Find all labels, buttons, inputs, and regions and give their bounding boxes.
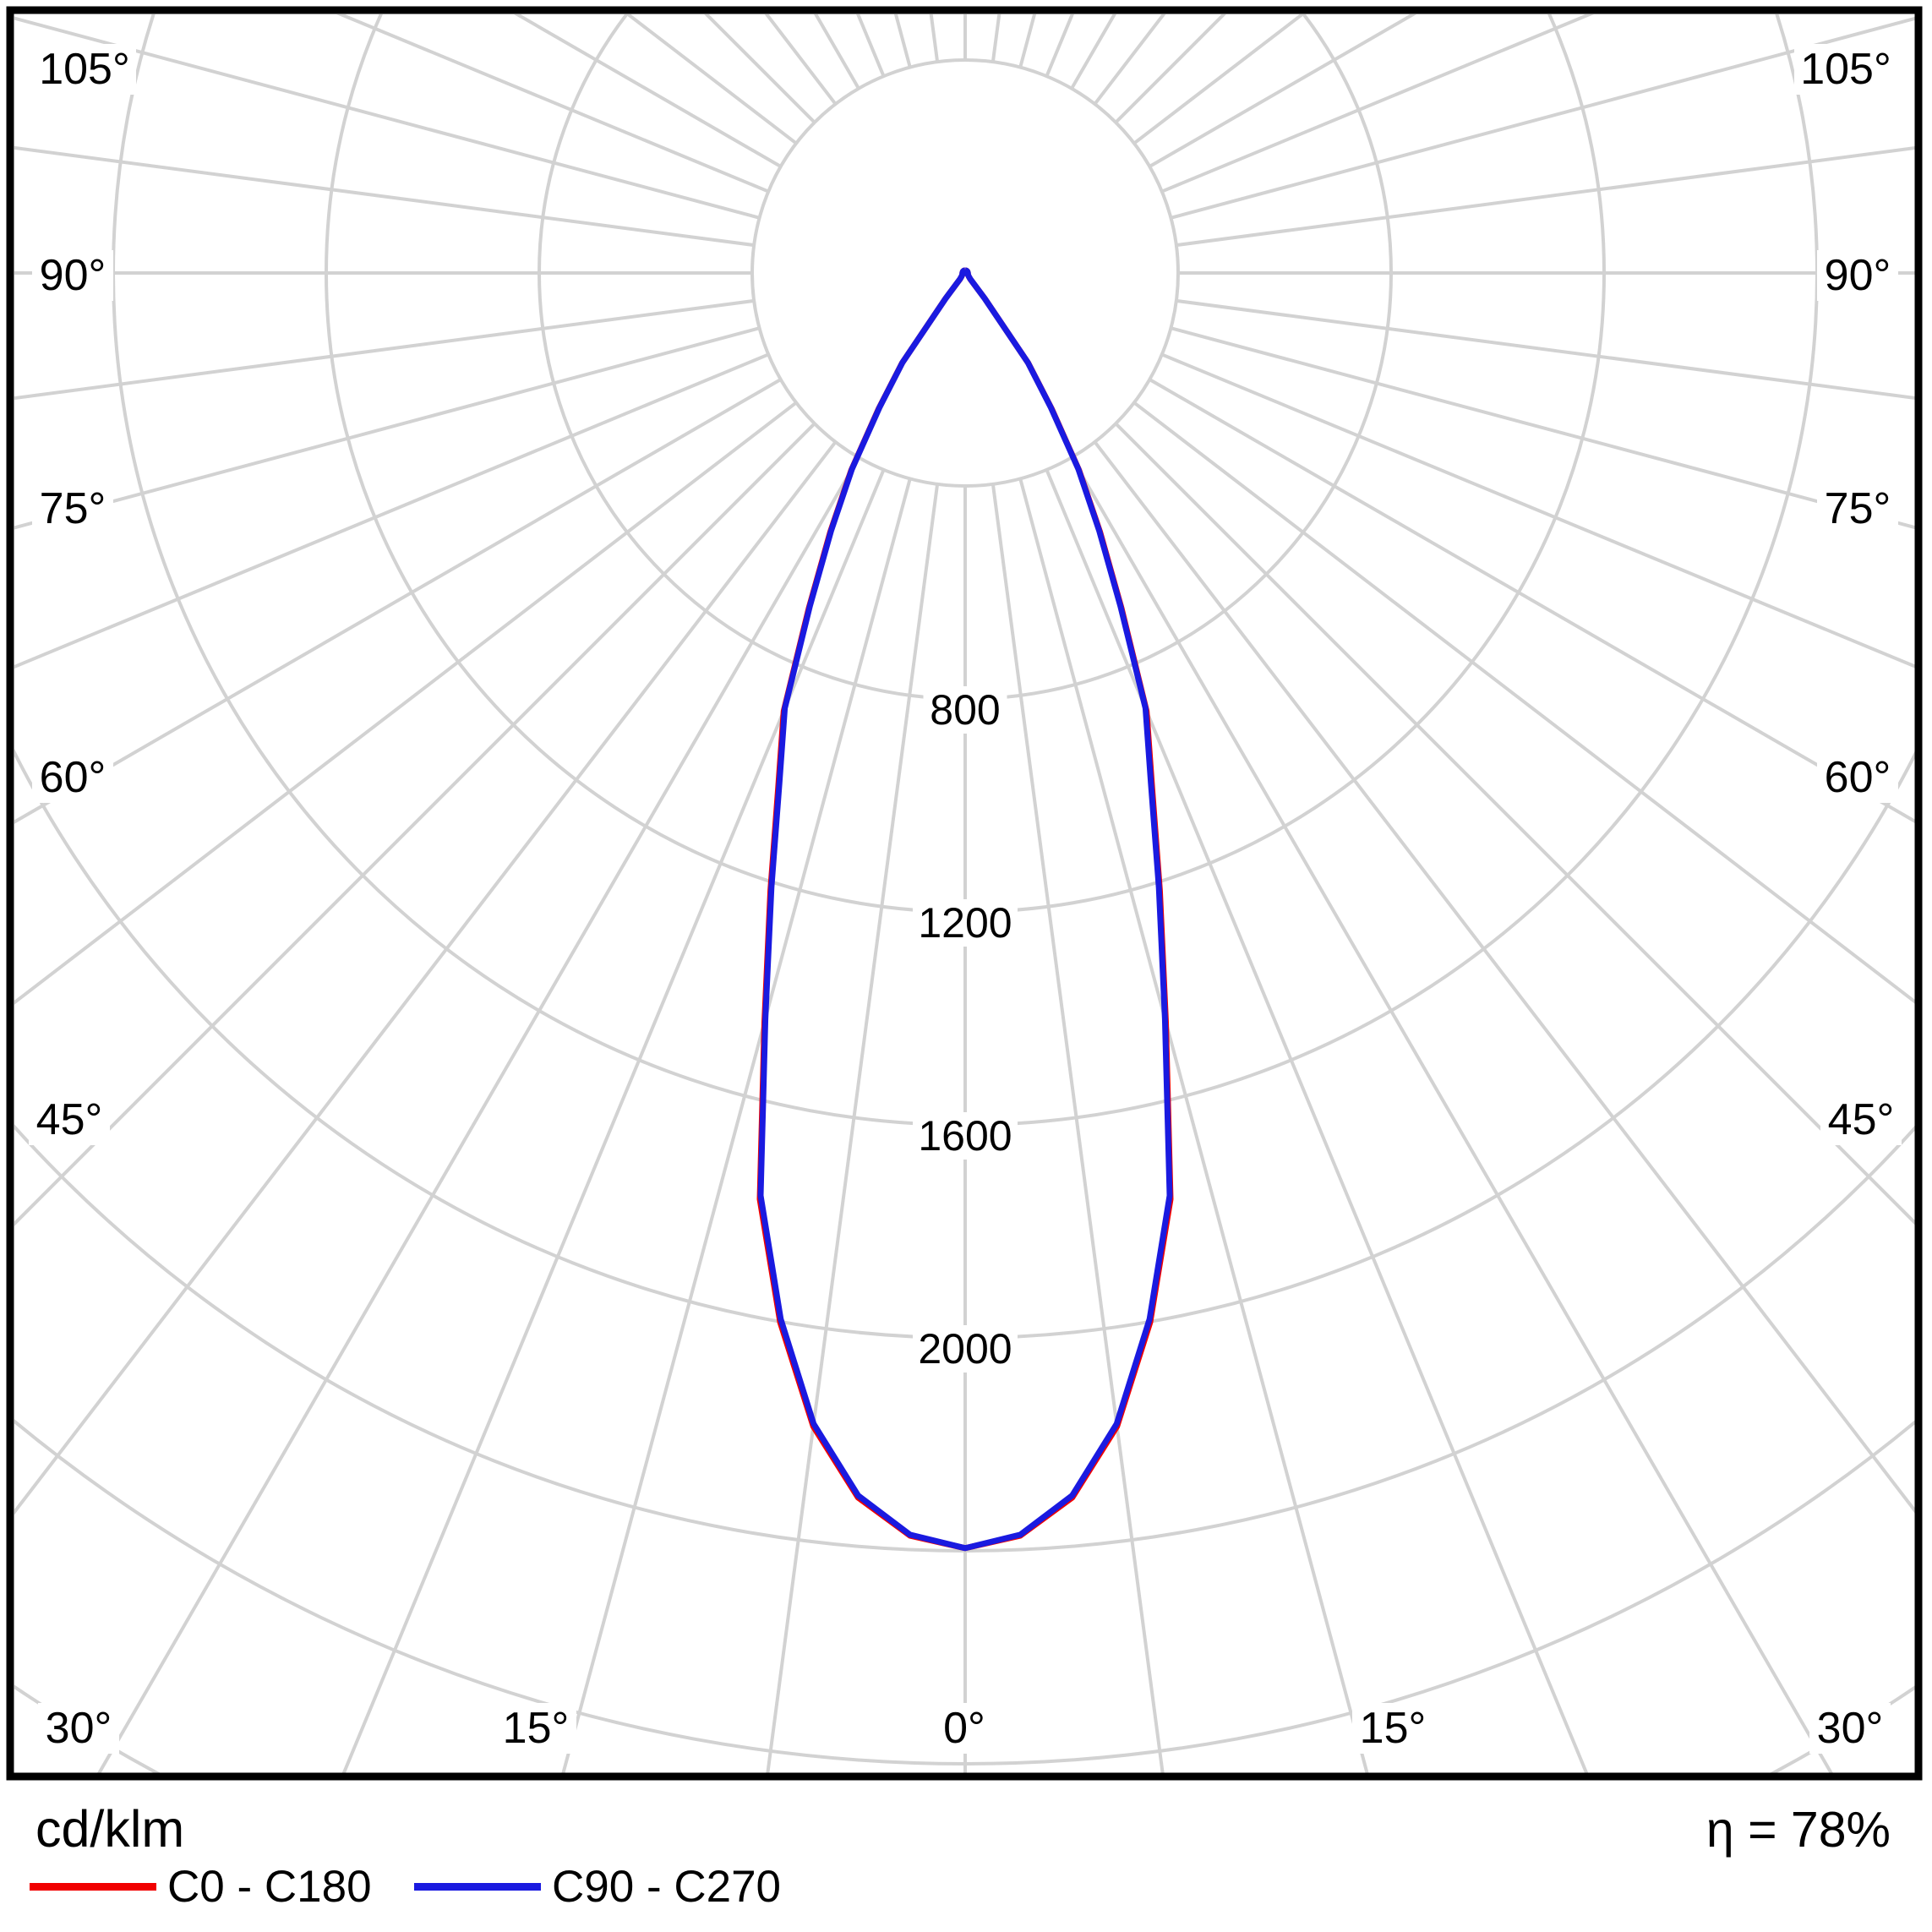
angle-ray	[96, 456, 860, 1773]
angle-label-bottom: 30°	[46, 1704, 112, 1753]
angle-label-right-bg	[1817, 752, 1898, 803]
radial-tick-label-bg	[913, 1325, 1018, 1373]
angle-label-left-bg	[32, 752, 113, 803]
legend-item-c90-c270: C90 - C270	[414, 1859, 781, 1913]
angle-ray	[1093, 440, 1915, 1514]
angle-ray	[513, 14, 782, 168]
angle-ray	[561, 478, 912, 1773]
radial-tick-label: 1200	[918, 899, 1012, 947]
angle-label-bottom-bg	[935, 1703, 994, 1754]
angle-label-left: 60°	[40, 753, 106, 802]
legend-label-c90-c270: C90 - C270	[552, 1861, 782, 1912]
angle-ray	[14, 401, 798, 1005]
angle-label-right: 45°	[1828, 1095, 1895, 1144]
angle-ray	[1070, 456, 1834, 1773]
angle-label-bottom-bg	[38, 1703, 119, 1754]
angle-ray	[1170, 16, 1915, 220]
angle-label-left-bg	[29, 1094, 110, 1145]
angle-label-bottom-bg	[495, 1703, 576, 1754]
angle-label-right-bg	[1817, 250, 1898, 301]
angle-label-bottom-bg	[1809, 1703, 1891, 1754]
radial-tick-label: 2000	[918, 1325, 1012, 1373]
angle-label-right: 60°	[1825, 753, 1891, 802]
angle-ray	[14, 298, 755, 401]
angle-ray	[1114, 422, 1915, 1225]
angle-label-right: 90°	[1825, 251, 1891, 300]
radial-tick-label-bg	[913, 1112, 1018, 1160]
angle-label-bottom: 30°	[1817, 1704, 1884, 1753]
radial-tick-label-bg	[923, 686, 1007, 734]
angle-label-right-bg	[1817, 483, 1898, 534]
angle-ray	[1149, 378, 1915, 824]
angle-label-bottom: 15°	[1360, 1704, 1427, 1753]
angle-label-bottom: 0°	[943, 1704, 985, 1753]
legend-item-c0-c180: C0 - C180	[30, 1859, 372, 1913]
curves	[756, 267, 1174, 1552]
angle-label-right-bg	[1794, 44, 1897, 95]
angle-label-left-bg	[33, 44, 136, 95]
unit-label: cd/klm	[35, 1800, 185, 1858]
radial-tick-label: 800	[930, 686, 1000, 734]
angle-ray	[991, 483, 1165, 1773]
angle-label-left: 45°	[36, 1095, 103, 1144]
angle-ray	[14, 326, 761, 530]
angle-label-bottom: 15°	[503, 1704, 570, 1753]
angle-ray	[14, 145, 755, 248]
angle-label-left: 105°	[39, 45, 130, 94]
angle-label-left-bg	[32, 250, 113, 301]
angle-ray	[1170, 326, 1915, 530]
angle-label-left: 90°	[40, 251, 106, 300]
angle-ray	[336, 14, 769, 194]
radial-tick-label: 1600	[918, 1112, 1012, 1160]
angle-label-bottom-bg	[1352, 1703, 1433, 1754]
angle-ray	[1045, 469, 1589, 1773]
angle-label-left: 75°	[40, 484, 106, 533]
angle-ray	[1018, 478, 1369, 1773]
angle-ray	[766, 483, 940, 1773]
angle-ray	[14, 352, 769, 669]
angle-label-left-bg	[32, 483, 113, 534]
angle-ray	[1149, 14, 1417, 168]
angle-ray	[14, 440, 838, 1515]
angle-ray	[1176, 146, 1915, 248]
angle-ray	[341, 469, 886, 1773]
angle-label-right: 75°	[1825, 484, 1891, 533]
efficiency-value: η = 78%	[1706, 1802, 1891, 1858]
angle-ray	[1132, 401, 1915, 1004]
legend-swatch-c90-c270	[414, 1882, 541, 1891]
angle-ray	[1161, 352, 1915, 669]
legend-label-c0-c180: C0 - C180	[167, 1861, 372, 1912]
curve-c90-c270	[757, 267, 1173, 1552]
angle-ray	[1176, 298, 1915, 400]
radial-ring	[14, 1418, 1915, 1766]
radial-tick-label-bg	[913, 899, 1018, 947]
plot-border	[6, 6, 1923, 1781]
angle-ray	[14, 378, 782, 824]
angle-ray	[14, 16, 761, 220]
angle-ray	[1161, 14, 1594, 194]
angle-label-right: 105°	[1800, 45, 1891, 94]
radial-ring	[750, 58, 1180, 488]
angle-ray	[14, 422, 816, 1226]
legend-swatch-c0-c180	[30, 1882, 156, 1891]
angle-label-right-bg	[1820, 1094, 1902, 1145]
